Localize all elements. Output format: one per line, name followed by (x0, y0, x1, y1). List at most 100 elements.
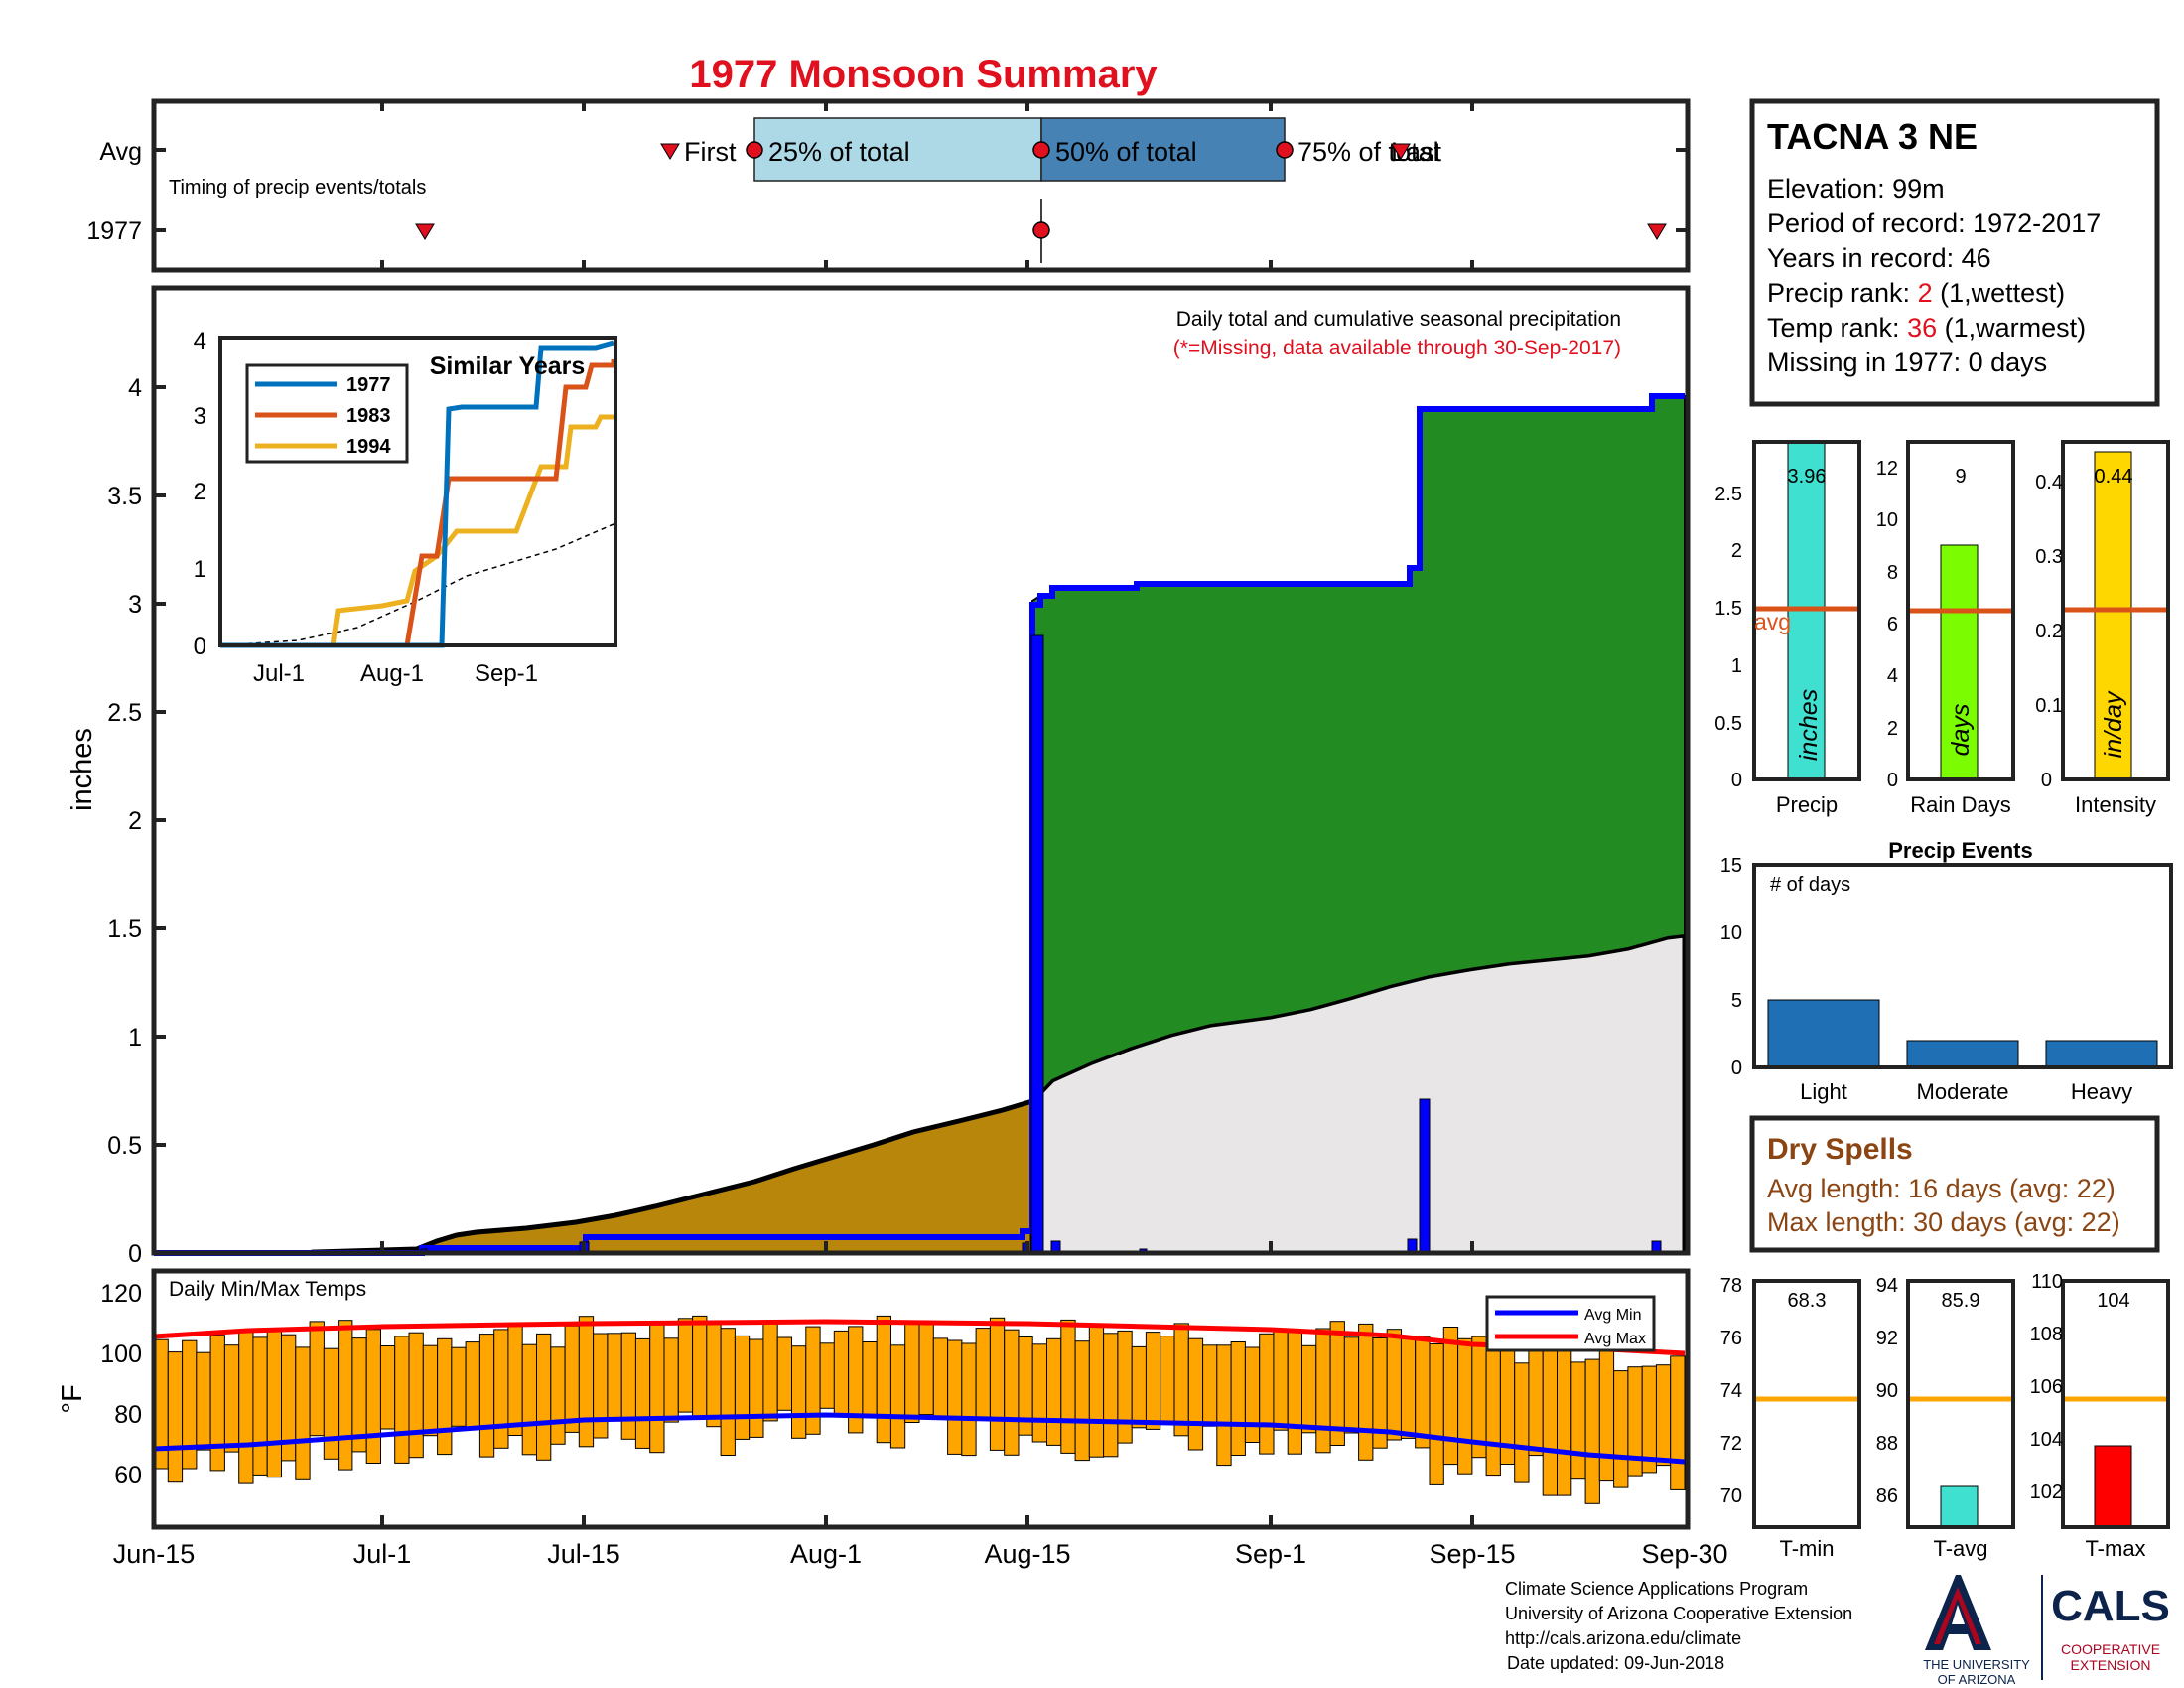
daily-temp-bar (1570, 1361, 1586, 1480)
svg-text:1: 1 (194, 556, 206, 583)
svg-text:80: 80 (114, 1401, 142, 1429)
cals-sub2: EXTENSION (2071, 1657, 2151, 1673)
daily-temp-bar (1655, 1364, 1672, 1467)
daily-temp-bar (975, 1328, 991, 1419)
main-precip-fills (154, 393, 1688, 1256)
daily-temp-bar (663, 1337, 679, 1423)
events-ylabel: # of days (1770, 874, 1850, 896)
daily-temp-bar (1046, 1337, 1062, 1446)
footer-line2: University of Arizona Cooperative Extens… (1505, 1604, 1852, 1623)
svg-text:0: 0 (128, 1240, 142, 1268)
daily-temp-bar (295, 1346, 311, 1480)
daily-temp-bar (266, 1331, 283, 1478)
temp-legend: Avg Min Avg Max (1485, 1295, 1656, 1352)
daily-temp-bar (1202, 1344, 1218, 1427)
daily-temp-bar (1358, 1323, 1374, 1461)
tmin-y-tick-labels: 78 76 74 72 70 (1720, 1275, 1742, 1507)
daily-temp-bar (536, 1333, 552, 1461)
svg-text:0.3: 0.3 (2035, 546, 2063, 568)
daily-temp-bar (1060, 1319, 1076, 1454)
daily-temp-bar (1301, 1344, 1317, 1434)
daily-temp-bar (1343, 1336, 1360, 1434)
svg-text:106: 106 (2030, 1376, 2063, 1398)
svg-text:2: 2 (1887, 718, 1898, 740)
inset-series-1977 (220, 340, 614, 648)
svg-text:Sep-1: Sep-1 (475, 660, 538, 687)
events-bar-moderate (1906, 1040, 2019, 1068)
chart-title: 1977 Monsoon Summary (689, 53, 1158, 96)
daily-temp-bar (776, 1336, 793, 1411)
events-frame (1752, 863, 2173, 1069)
events-xlabel-moderate: Moderate (1917, 1079, 2009, 1104)
ua-a-inner-icon (1934, 1587, 1981, 1644)
events-title: Precip Events (1888, 838, 2033, 863)
main-caption: Daily total and cumulative seasonal prec… (1176, 308, 1621, 331)
daily-temp-bar (408, 1332, 424, 1459)
daily-temp-bar (607, 1333, 622, 1422)
daily-temp-bar (1173, 1323, 1189, 1437)
intensity-value-label: 0.44 (2095, 466, 2133, 488)
timing-avg-q75-marker (1276, 141, 1294, 159)
timing-q50-label: 50% of total (1055, 137, 1197, 167)
daily-temp-bars (153, 1315, 1686, 1504)
daily-temp-bar (507, 1323, 523, 1437)
timing-q75-label: 75% of total (1297, 137, 1439, 167)
daily-temp-bar (167, 1351, 184, 1483)
daily-temp-bar (1004, 1329, 1020, 1456)
precip-inner-label: inches (1795, 689, 1823, 761)
temp-caption: Daily Min/Max Temps (169, 1278, 366, 1301)
svg-text:12: 12 (1876, 458, 1898, 480)
daily-temp-bar (1131, 1345, 1147, 1429)
ua-line1: THE UNIVERSITY (1923, 1657, 2030, 1672)
daily-temp-bar (478, 1334, 495, 1458)
svg-text:Aug-1: Aug-1 (360, 660, 424, 687)
daily-temp-bar (904, 1322, 920, 1424)
svg-text:0.2: 0.2 (2035, 621, 2063, 642)
footer: Climate Science Applications Program Uni… (1505, 1579, 1852, 1673)
ua-a-icon (1925, 1575, 1991, 1650)
tmin-frame (1752, 1279, 1861, 1529)
daily-precip-bars (420, 634, 1662, 1254)
daily-temp-bar (1273, 1330, 1289, 1431)
avg-cumulative-area-before (311, 1097, 1035, 1256)
daily-temp-bar (749, 1338, 764, 1438)
inset-legend-1983: 1983 (346, 405, 391, 427)
daily-temp-bar (338, 1320, 353, 1471)
intensity-xlabel: Intensity (2075, 792, 2156, 817)
ua-logo: THE UNIVERSITY OF ARIZONA CALS COOPERATI… (1923, 1575, 2170, 1687)
timing-q25-label: 25% of total (768, 137, 910, 167)
svg-text:1.5: 1.5 (107, 915, 142, 943)
dry-spells-frame (1749, 1115, 2160, 1253)
daily-temp-bar (451, 1346, 467, 1427)
daily-temp-bar (1442, 1327, 1459, 1466)
precip-events-panel: Precip Events # of days 0 5 10 15 Light Mod… (1720, 838, 2173, 1104)
tavg-y-tick-labels: 94 92 90 88 86 (1876, 1275, 1898, 1507)
timing-caption: Timing of precip events/totals (169, 177, 426, 199)
daily-temp-bar (1386, 1329, 1402, 1441)
intensity-y-tick-labels: 0 0.1 0.2 0.3 0.4 (2035, 472, 2063, 791)
temp-summary-panel: 68.3 T-min 78 76 74 72 70 85.9 T-avg 94 92 90 8… (1720, 1271, 2170, 1561)
svg-text:76: 76 (1720, 1328, 1742, 1349)
svg-text:2: 2 (1731, 540, 1742, 562)
ua-line2: OF ARIZONA (1938, 1672, 2016, 1687)
daily-temp-bar (677, 1318, 694, 1413)
svg-text:3: 3 (128, 591, 142, 619)
legend-avg-max: Avg Max (1584, 1331, 1646, 1347)
precip-avg-label: avg (1754, 609, 1791, 634)
x-tick-sep30: Sep-30 (1641, 1539, 1727, 1569)
x-tick-aug15: Aug-15 (984, 1539, 1070, 1569)
daily-temp-bar (889, 1344, 906, 1449)
daily-temp-bar (1457, 1337, 1473, 1475)
daily-temp-bar (1074, 1340, 1090, 1462)
temp-ticks (380, 1515, 1474, 1527)
x-tick-sep15: Sep-15 (1429, 1539, 1515, 1569)
daily-temp-bar (1244, 1346, 1261, 1443)
timing-avg-first-marker (660, 143, 680, 160)
cals-logo-text: CALS (2051, 1582, 2170, 1630)
footer-line4: Date updated: 09-Jun-2018 (1507, 1653, 1724, 1673)
svg-text:4: 4 (128, 374, 142, 402)
x-tick-jun15: Jun-15 (113, 1539, 196, 1569)
svg-text:4: 4 (1887, 665, 1898, 687)
svg-text:94: 94 (1876, 1275, 1898, 1297)
